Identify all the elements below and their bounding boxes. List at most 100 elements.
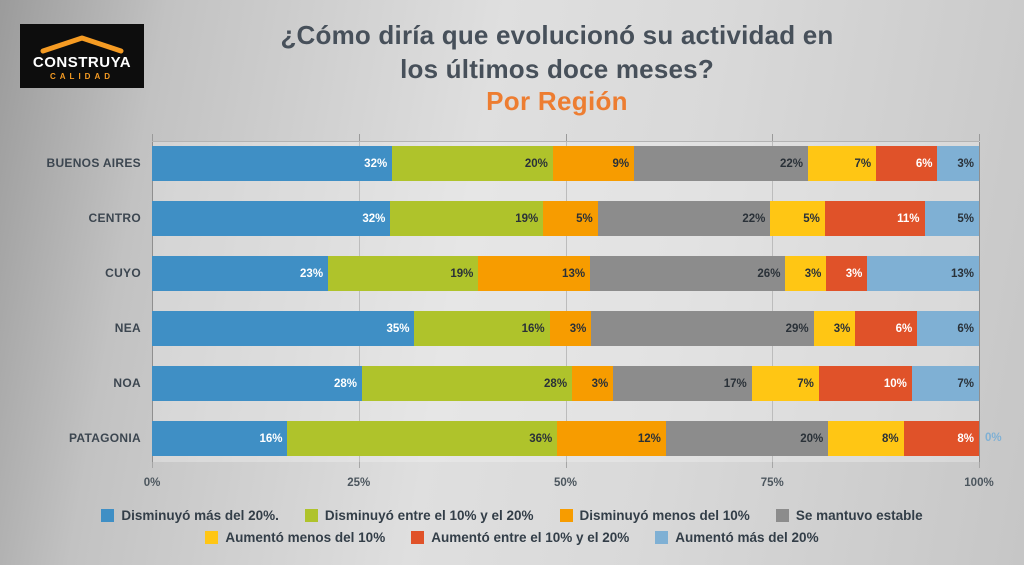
legend-label: Aumentó más del 20% [675,529,819,545]
segment-value-label: 16% [521,322,545,335]
bar-segment: 32% [152,201,391,236]
segment-value-label: 36% [529,432,553,445]
category-label: BUENOS AIRES [46,156,141,170]
bar-segment: 36% [287,421,558,456]
bar-segment: 23% [152,256,329,291]
legend-item: Aumentó entre el 10% y el 20% [411,530,629,545]
bar-segment: 20% [665,421,829,456]
bar-segment: 16% [152,421,288,456]
chart-row-patagonia: PATAGONIA 0% 16% 36% 12% 20% 8% 8% [0,421,1024,456]
x-axis-label-75%: 75% [760,477,784,489]
stacked-bar: 35% 16% 3% 29% 3% 6% 6% [152,311,980,346]
legend-item: Aumentó menos del 10% [205,530,385,545]
segment-value-label: 7% [854,157,872,170]
legend-item: Aumentó más del 20% [655,529,819,545]
segment-value-label: 5% [576,212,593,225]
bar-segment: 11% [824,201,925,236]
bar-segment: 22% [634,146,809,181]
stacked-bar: 16% 36% 12% 20% 8% 8% [152,421,979,456]
segment-value-label: 32% [362,212,386,225]
segment-value-label: 7% [957,377,974,390]
tick-bottom-50 [565,462,567,468]
tick-top-75 [772,134,774,141]
bar-segment: 3% [813,311,856,346]
segment-value-label: 28% [334,377,358,390]
legend-item: Disminuyó entre el 10% y el 20% [304,508,534,523]
stacked-bar: 28% 28% 3% 17% 7% 10% 7% [152,366,979,401]
x-axis-labels: 0% 25% 50% 75% 100% [0,477,1024,493]
segment-value-label: 10% [883,377,907,390]
bar-segment: 8% [828,421,904,456]
legend-label: Disminuyó menos del 10% [579,507,750,523]
stacked-bar: 32% 20% 9% 22% 7% 6% 3% [152,146,979,181]
gridline-0 [152,142,153,462]
bar-segment: 8% [903,421,979,456]
segment-value-label: 5% [803,212,820,225]
tick-top-100 [979,134,980,141]
gridline-50 [565,142,567,462]
x-axis-label-100%: 100% [964,477,994,489]
bar-segment: 12% [557,421,666,456]
segment-value-label: 22% [742,212,766,225]
bar-segment: 35% [152,311,415,346]
bar-segment: 19% [328,256,479,291]
tick-bottom-75 [772,462,774,468]
segment-value-label: 6% [895,322,913,335]
bar-segment: 32% [152,146,393,181]
segment-value-label: 5% [957,212,975,225]
stacked-bar: 32% 19% 5% 22% 5% 11% 5% [152,201,980,236]
bar-segment: 16% [414,311,550,346]
segment-value-label: 8% [882,432,899,445]
bar-segment: 3% [549,311,592,346]
plot-area [152,134,980,468]
segment-value-label: 16% [259,432,283,445]
bar-segment: 6% [876,146,938,181]
segment-value-label: 13% [950,267,975,280]
segment-value-label: 20% [800,432,824,445]
bar-segment: 5% [543,201,598,236]
legend: Disminuyó más del 20%. Disminuyó entre el… [0,504,1024,548]
segment-value-label: 3% [957,157,974,170]
bar-segment: 5% [770,201,825,236]
bar-segment: 9% [552,146,635,181]
category-label: CENTRO [88,211,141,225]
legend-label: Aumentó menos del 10% [225,529,386,545]
tick-top-50 [565,134,567,141]
segment-value-label: 32% [364,157,388,170]
legend-swatch [655,530,669,544]
bar-segment: 3% [826,256,868,291]
chart-title-line2: los últimos doce meses? [400,54,714,85]
segment-value-label: 17% [723,377,747,390]
bar-segment: 26% [590,256,786,291]
legend-label: Disminuyó más del 20%. [121,507,279,523]
bar-segment: 28% [362,366,573,401]
segment-value-label: 23% [300,267,324,280]
segment-value-label: 19% [450,267,474,280]
segment-value-label: 9% [612,157,630,170]
tick-top-25 [358,134,360,141]
segment-value-label: 22% [780,157,804,170]
segment-zero-label: 0% [985,432,1002,444]
tick-bottom-25 [358,462,360,468]
legend-row-1: Disminuyó más del 20%. Disminuyó entre el… [0,504,1024,526]
segment-value-label: 6% [915,157,933,170]
roof-icon [40,35,124,54]
legend-swatch [304,508,318,522]
segment-value-label: 3% [804,267,822,280]
legend-swatch [205,530,219,544]
legend-swatch [411,530,425,544]
stacked-bar: 23% 19% 13% 26% 3% 3% 13% [152,256,980,291]
legend-label: Aumentó entre el 10% y el 20% [431,529,630,545]
legend-item: Se mantuvo estable [775,508,923,523]
bar-segment: 22% [597,201,771,236]
tick-bottom-100 [979,462,980,468]
segment-value-label: 3% [833,322,851,335]
bar-segment: 7% [808,146,877,181]
segment-value-label: 35% [386,322,410,335]
gridline-75 [772,142,774,462]
gridline-100 [979,142,980,462]
chart-rows: BUENOS AIRES 32% 20% 9% 22% 7% 6% 3% CENTRO 32% 19… [0,141,1024,462]
chart-row-nea: NEA 35% 16% 3% 29% 3% 6% 6% [0,311,1024,346]
legend-swatch [101,508,115,522]
